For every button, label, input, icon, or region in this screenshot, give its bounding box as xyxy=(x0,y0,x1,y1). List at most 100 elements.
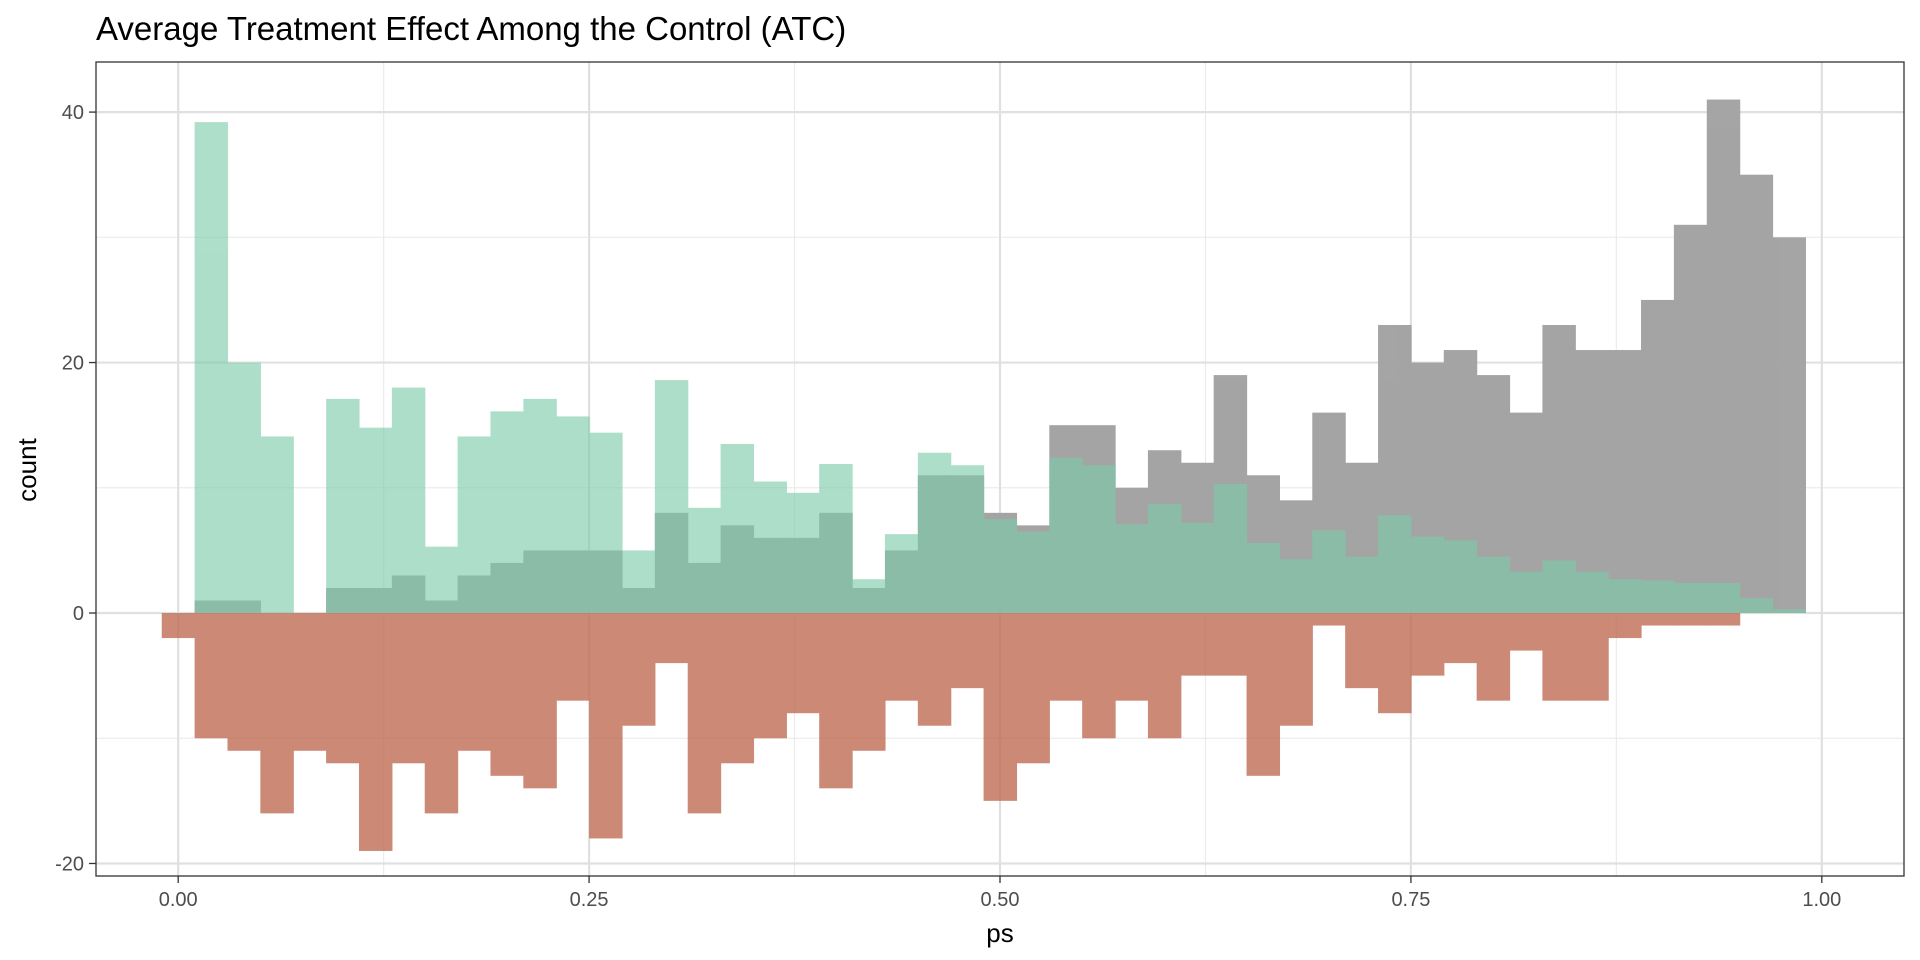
histogram-bar xyxy=(1641,299,1675,614)
histogram-bar xyxy=(1673,613,1708,626)
histogram-bar xyxy=(1213,613,1248,676)
histogram-bar xyxy=(391,613,426,764)
histogram-bar xyxy=(1312,530,1346,614)
histogram-bar xyxy=(1246,542,1281,614)
histogram-bar xyxy=(1739,597,1774,614)
histogram-bar xyxy=(1016,613,1050,764)
histogram-bar xyxy=(1410,536,1445,614)
histogram-bar xyxy=(1608,579,1642,614)
histogram-bar xyxy=(490,411,524,614)
histogram-bar xyxy=(1575,350,1609,614)
histogram-bar xyxy=(1049,457,1083,614)
histogram-bar xyxy=(194,122,229,614)
histogram-bar xyxy=(1147,613,1182,739)
histogram-bar xyxy=(950,613,985,689)
x-tick-label: 0.00 xyxy=(159,889,198,911)
histogram-bar xyxy=(1016,531,1050,614)
histogram-bar xyxy=(490,613,524,776)
histogram-bar xyxy=(1575,571,1609,614)
x-tick-label: 0.25 xyxy=(570,889,609,911)
histogram-bar xyxy=(589,613,623,839)
histogram-bar xyxy=(457,436,492,614)
histogram-bar xyxy=(556,416,590,614)
histogram-bar xyxy=(917,613,952,726)
histogram-bar xyxy=(917,452,952,614)
histogram-bar xyxy=(753,613,787,739)
histogram-bar xyxy=(1706,582,1741,614)
histogram-bar xyxy=(1345,556,1379,614)
histogram-bar xyxy=(654,380,689,614)
histogram-bar xyxy=(1410,613,1445,676)
histogram-bar xyxy=(1772,609,1806,614)
histogram-bar xyxy=(852,613,886,751)
y-tick-label: 0 xyxy=(73,603,84,625)
x-axis: 0.00 0.25 0.50 0.75 1.00 xyxy=(159,876,1841,911)
y-axis: -20 0 20 40 xyxy=(55,102,96,875)
histogram-bar xyxy=(1476,613,1511,701)
histogram-bar xyxy=(1115,613,1149,701)
histogram-bar xyxy=(1082,613,1116,739)
histogram-bar xyxy=(786,613,820,714)
histogram-bar xyxy=(621,550,656,614)
x-tick-label: 1.00 xyxy=(1802,889,1841,911)
histogram-bar xyxy=(457,613,492,751)
histogram-bar xyxy=(326,398,360,614)
histogram-bar xyxy=(1739,174,1774,614)
histogram-bar xyxy=(194,613,229,739)
histogram-bar xyxy=(1147,504,1182,614)
histogram-bar xyxy=(1279,559,1313,614)
y-tick-label: 20 xyxy=(62,353,84,375)
y-axis-title: count xyxy=(12,437,42,501)
histogram-bar xyxy=(1378,613,1412,714)
series-group-1 xyxy=(194,122,1806,614)
histogram-bar xyxy=(260,613,294,814)
histogram-bar xyxy=(1443,540,1478,614)
histogram-bar xyxy=(1180,613,1215,676)
histogram-bar xyxy=(1706,99,1741,614)
histogram-bar xyxy=(950,465,985,614)
histogram-bar xyxy=(720,443,755,614)
x-tick-label: 0.75 xyxy=(1391,889,1430,911)
histogram-bar xyxy=(1082,465,1116,614)
histogram-bar xyxy=(983,613,1018,801)
chart-title: Average Treatment Effect Among the Contr… xyxy=(96,10,846,47)
histogram-bar xyxy=(1542,613,1576,701)
histogram-bar xyxy=(1542,560,1576,614)
histogram-bar xyxy=(424,613,459,814)
histogram-bar xyxy=(523,398,557,614)
y-tick-label: -20 xyxy=(55,853,84,875)
histogram-bar xyxy=(1706,613,1741,626)
histogram-bar xyxy=(786,492,820,614)
histogram-bar xyxy=(1279,613,1313,726)
histogram-bar xyxy=(621,613,656,726)
histogram-bar xyxy=(227,613,261,751)
histogram-bar xyxy=(1673,582,1708,614)
histogram-bar xyxy=(589,432,623,614)
histogram-bar xyxy=(720,613,755,764)
histogram-bar xyxy=(1673,224,1708,614)
histogram-bar xyxy=(1575,613,1609,701)
histogram-bar xyxy=(260,436,294,614)
x-tick-label: 0.50 xyxy=(981,889,1020,911)
histogram-bar xyxy=(358,427,393,614)
histogram-bar xyxy=(1476,556,1511,614)
histogram-bar xyxy=(1509,613,1543,651)
histogram-bar xyxy=(1345,613,1379,689)
histogram-bar xyxy=(1312,613,1346,626)
histogram-bar xyxy=(326,613,360,764)
histogram-bar xyxy=(1180,522,1215,614)
histogram-bar xyxy=(1608,613,1642,639)
histogram-bar xyxy=(1509,571,1543,614)
histogram-bar xyxy=(1213,484,1248,614)
histogram-bar xyxy=(819,463,853,614)
histogram-bar xyxy=(161,613,196,639)
series-group-2 xyxy=(161,613,1741,851)
histogram-bar xyxy=(227,362,261,614)
x-axis-title: ps xyxy=(986,918,1013,948)
histogram-bar xyxy=(1246,613,1281,776)
histogram-bars xyxy=(161,99,1806,851)
histogram-bar xyxy=(293,613,327,751)
histogram-bar xyxy=(1641,580,1675,614)
